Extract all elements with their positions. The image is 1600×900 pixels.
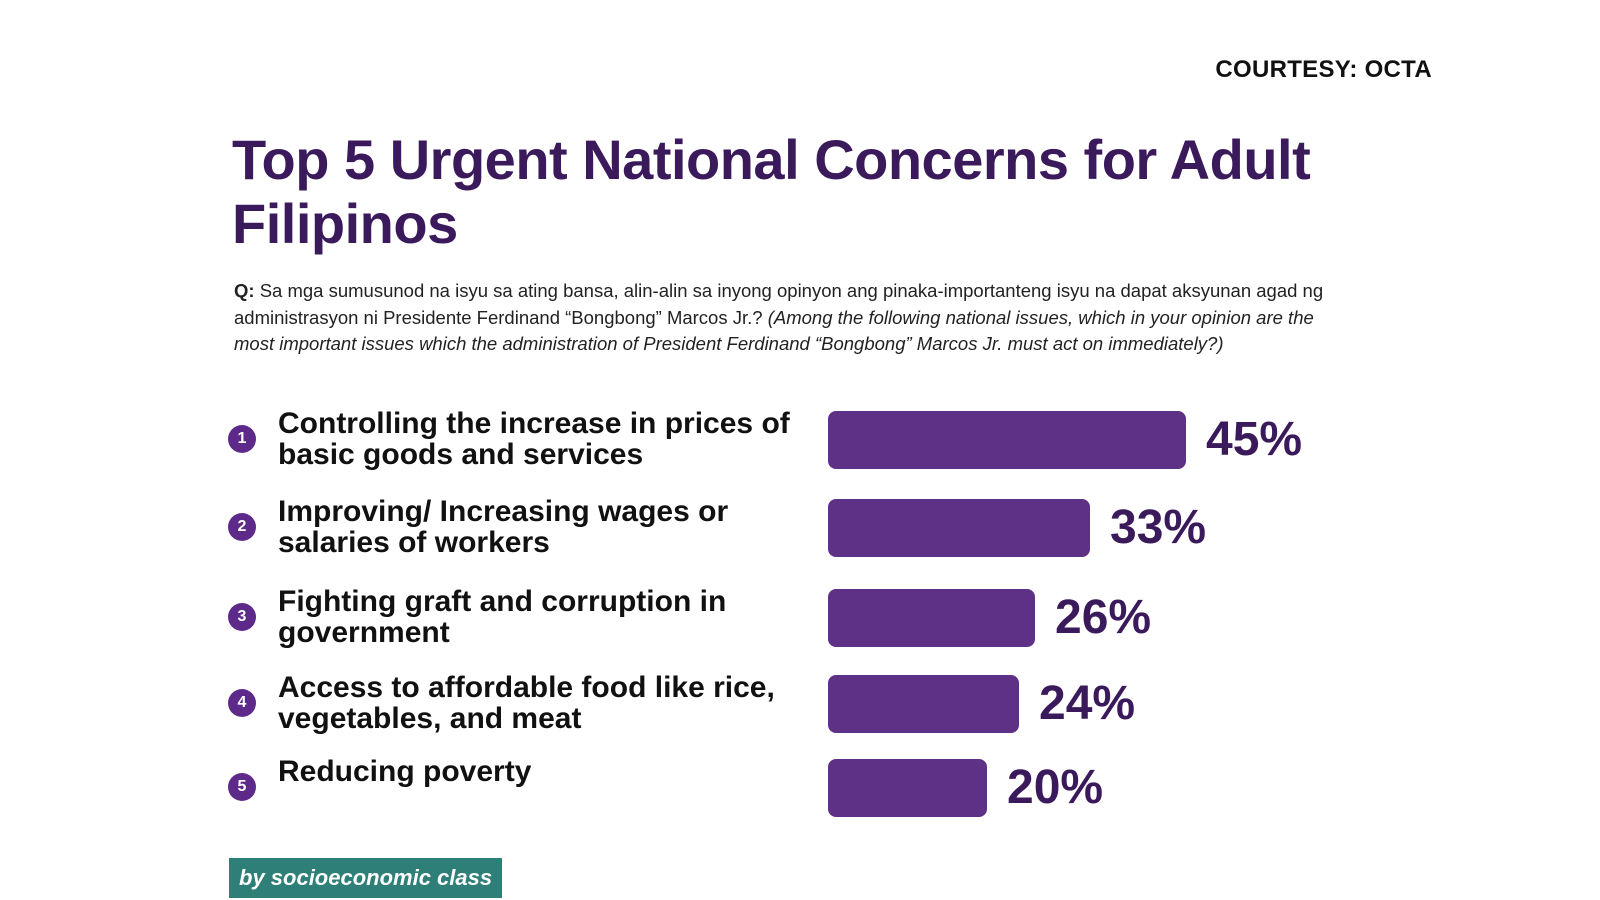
chart-row: 4 Access to affordable food like rice, ve… xyxy=(228,672,1378,734)
rank-badge: 5 xyxy=(228,773,256,801)
rank-badge: 2 xyxy=(228,513,256,541)
bar xyxy=(828,675,1019,733)
bar xyxy=(828,759,987,817)
chart-row: 1 Controlling the increase in prices of b… xyxy=(228,408,1378,470)
rank-badge: 3 xyxy=(228,603,256,631)
value-label: 26% xyxy=(1055,591,1152,644)
survey-question: Q: Sa mga sumusunod na isyu sa ating ban… xyxy=(234,278,1334,358)
question-filipino: Sa mga sumusunod na isyu sa ating bansa,… xyxy=(234,280,1324,328)
category-label: Fighting graft and corruption in governm… xyxy=(278,585,727,649)
chart-row: 3 Fighting graft and corruption in govern… xyxy=(228,586,1378,648)
question-label: Q: xyxy=(234,280,255,301)
chart-row: 5 Reducing poverty 20% xyxy=(228,756,1378,818)
bar xyxy=(828,589,1035,647)
rank-badge: 4 xyxy=(228,689,256,717)
question-english: (Among the following national issues, wh… xyxy=(234,306,1314,355)
category-label: Access to affordable food like rice, veg… xyxy=(278,671,775,735)
value-label: 45% xyxy=(1206,413,1303,466)
value-label: 33% xyxy=(1110,501,1207,554)
category-label: Reducing poverty xyxy=(278,755,532,788)
chart-title: Top 5 Urgent National Concerns for Adult… xyxy=(232,128,1311,255)
chart-row: 2 Improving/ Increasing wages or salaries… xyxy=(228,496,1378,558)
category-label: Controlling the increase in prices of ba… xyxy=(278,407,790,471)
bar xyxy=(828,499,1090,557)
socioeconomic-class-tag[interactable]: by socioeconomic class xyxy=(229,858,503,898)
category-label: Improving/ Increasing wages or salaries … xyxy=(278,495,729,559)
value-label: 20% xyxy=(1007,761,1104,814)
value-label: 24% xyxy=(1039,677,1136,730)
rank-badge: 1 xyxy=(228,425,256,453)
courtesy-text: COURTESY: OCTA xyxy=(1215,56,1432,83)
bar xyxy=(828,411,1186,469)
